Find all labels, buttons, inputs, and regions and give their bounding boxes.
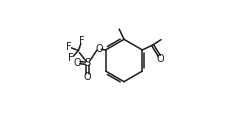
- Text: O: O: [73, 58, 81, 68]
- Text: O: O: [95, 44, 103, 54]
- Text: F: F: [79, 36, 84, 46]
- Text: O: O: [84, 72, 91, 82]
- Text: F: F: [68, 53, 74, 63]
- Text: O: O: [156, 54, 164, 64]
- Text: S: S: [84, 58, 91, 68]
- Text: F: F: [66, 42, 72, 53]
